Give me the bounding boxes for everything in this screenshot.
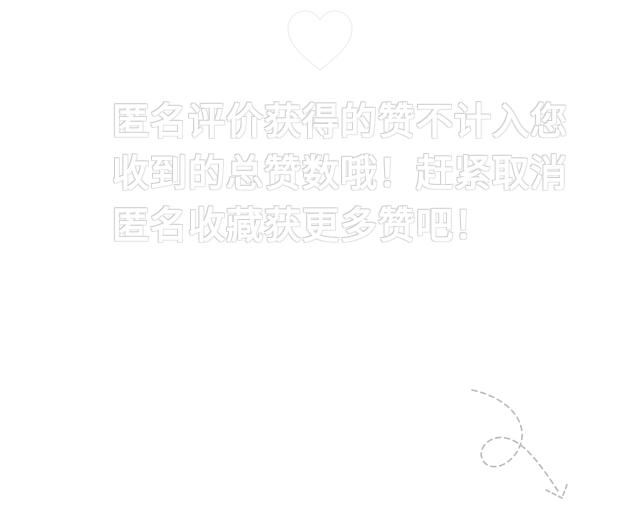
notice-message: 匿名评价获得的赞不计入您 收到的总赞数哦！赶紧取消 匿名收藏获更多赞吧！: [112, 96, 568, 252]
notice-line-3: 匿名收藏获更多赞吧！: [112, 204, 492, 247]
curved-arrow-icon: [471, 389, 569, 500]
notice-line-2: 收到的总赞数哦！赶紧取消: [112, 152, 568, 195]
heart-icon: [287, 10, 353, 71]
notice-line-1: 匿名评价获得的赞不计入您: [112, 100, 568, 143]
